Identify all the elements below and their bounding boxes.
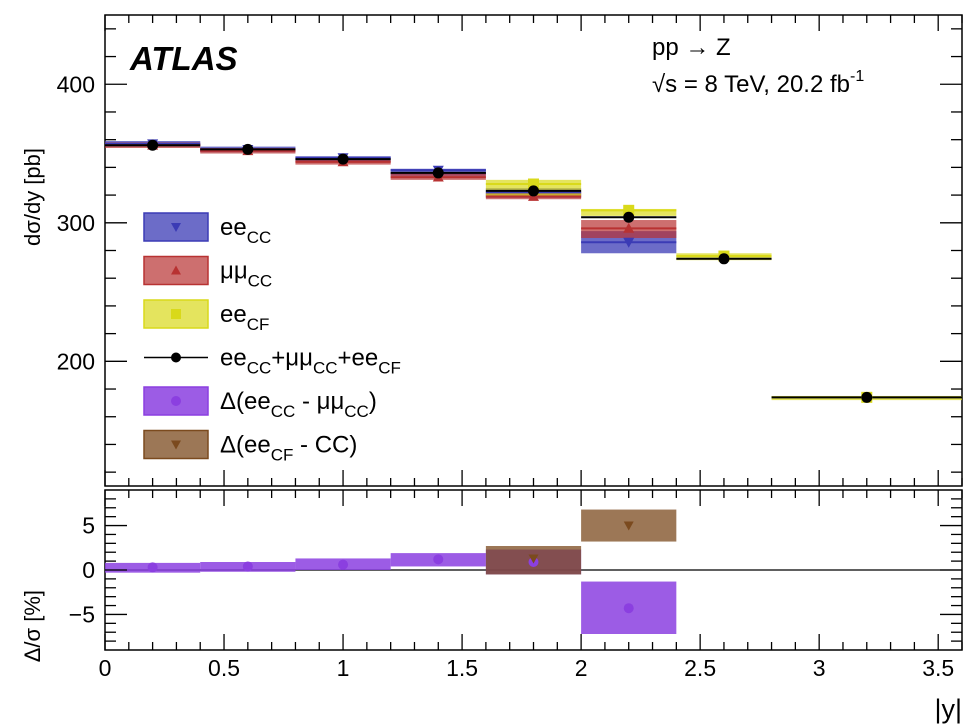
marker-0-bin-5 xyxy=(623,237,635,248)
x-tick-label: 2 xyxy=(575,655,588,681)
bottom-y-tick-label: 5 xyxy=(82,513,95,539)
axis-ticks xyxy=(104,15,963,650)
delta-marker-1-bin-4 xyxy=(528,554,539,564)
marker-3-bin-6 xyxy=(718,253,730,265)
top-y-tick-label: 400 xyxy=(57,71,95,97)
energy-lumi-text: √s = 8 TeV, 20.2 fb xyxy=(652,71,850,98)
delta-marker-0-bin-2 xyxy=(338,559,349,570)
x-tick-label: 1 xyxy=(337,655,350,681)
delta-marker-0-bin-3 xyxy=(433,554,444,565)
marker-3-bin-7 xyxy=(861,391,873,403)
legend-label-3: eeCC+μμCC+eeCF xyxy=(220,345,401,378)
legend-swatch-4 xyxy=(143,386,209,416)
legend-marker-0 xyxy=(171,223,181,232)
legend-label-1: μμCC xyxy=(220,258,272,291)
legend-marker-1 xyxy=(171,265,181,275)
marker-3-bin-1 xyxy=(242,143,254,155)
process-label: pp → Z xyxy=(652,34,731,61)
x-tick-label: 2.5 xyxy=(684,655,716,681)
marker-3-bin-4 xyxy=(528,185,539,197)
legend-marker-4 xyxy=(171,396,181,406)
lumi-exponent: -1 xyxy=(850,68,864,85)
bottom-y-tick-label: −5 xyxy=(69,601,95,627)
x-axis-label: |y| xyxy=(934,694,962,724)
x-tick-label: 0.5 xyxy=(208,655,240,681)
delta-marker-0-bin-1 xyxy=(242,561,253,572)
legend-marker-3 xyxy=(171,352,181,363)
top-y-tick-label: 300 xyxy=(57,210,95,236)
bottom-y-tick-label: 0 xyxy=(82,557,95,583)
energy-lumi-label: √s = 8 TeV, 20.2 fb-1 xyxy=(652,68,864,98)
marker-2-bin-5 xyxy=(623,204,635,216)
legend: eeCC μμCC eeCF eeCC+μμCC+eeCF Δ(eeCC - μμCC)… xyxy=(143,212,401,465)
legend-marker-5 xyxy=(171,440,181,450)
bottom-y-axis-label: Δ/σ [%] xyxy=(20,590,45,662)
delta-marker-0-bin-5 xyxy=(623,603,634,614)
bottom-panel-bands xyxy=(105,509,962,634)
marker-3-bin-3 xyxy=(432,167,444,179)
legend-label-2: eeCF xyxy=(220,301,269,334)
marker-2-bin-4 xyxy=(528,178,539,190)
marker-1-bin-5 xyxy=(623,222,635,233)
legend-label-5: Δ(eeCF - CC) xyxy=(220,432,357,465)
delta-marker-1-bin-5 xyxy=(623,521,634,531)
marker-3-bin-0 xyxy=(147,139,159,151)
axis-tick-labels: 0 0.5 1 1.5 2 2.5 3 3.5 200 300 400 −5 0 5 xyxy=(57,71,955,681)
x-tick-label: 1.5 xyxy=(446,655,478,681)
legend-marker-2 xyxy=(171,309,181,319)
x-tick-label: 0 xyxy=(99,655,112,681)
x-tick-label: 3 xyxy=(813,655,826,681)
top-panel-markers xyxy=(147,139,873,403)
marker-3-bin-2 xyxy=(337,153,349,165)
delta-marker-0-bin-0 xyxy=(147,562,158,573)
legend-label-4: Δ(eeCC - μμCC) xyxy=(220,388,377,421)
legend-label-0: eeCC xyxy=(220,214,271,247)
bottom-panel-markers xyxy=(147,521,634,614)
top-y-axis-label: dσ/dy [pb] xyxy=(20,148,45,246)
top-y-tick-label: 200 xyxy=(57,348,95,374)
experiment-label: ATLAS xyxy=(129,40,238,77)
x-tick-label: 3.5 xyxy=(922,655,954,681)
marker-3-bin-5 xyxy=(623,211,635,223)
